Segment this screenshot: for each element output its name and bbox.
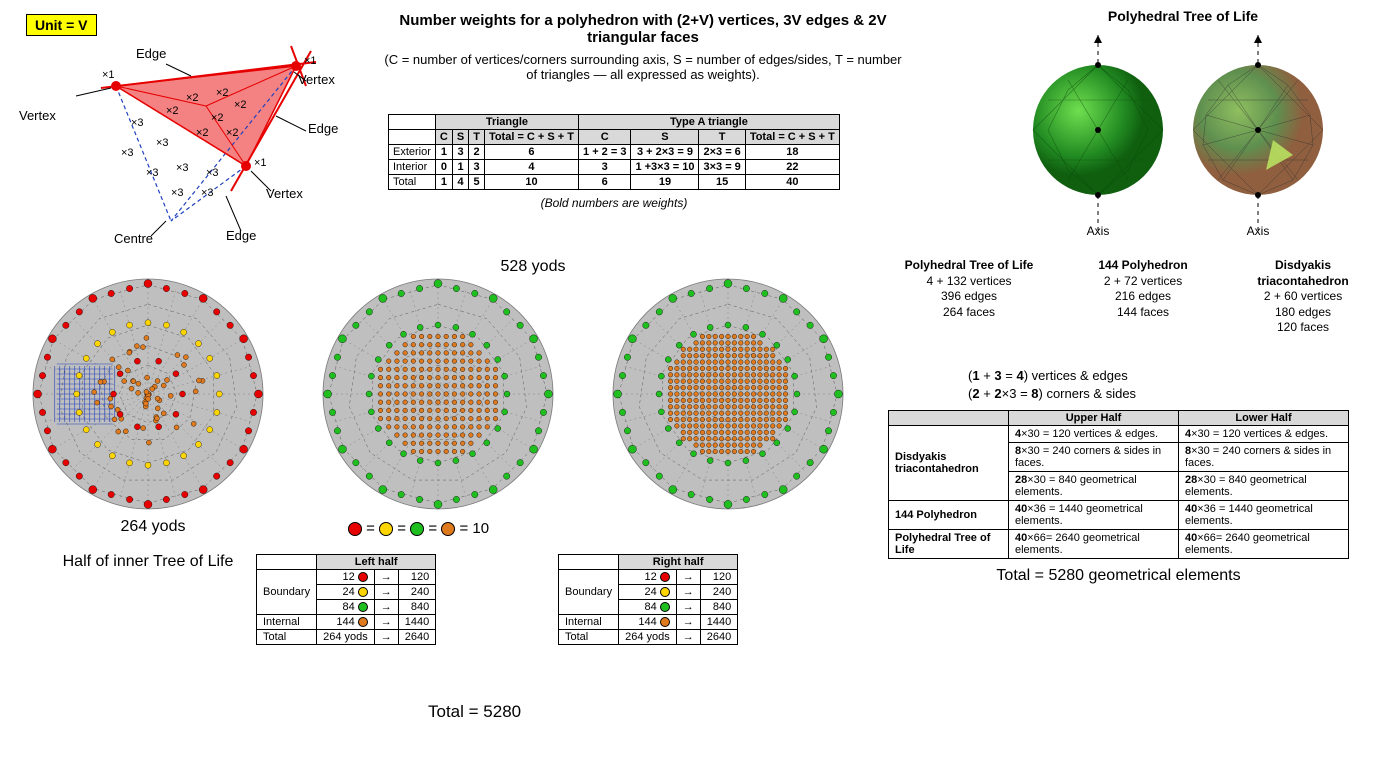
main-sub: (C = number of vertices/corners surround… — [378, 52, 908, 82]
dot-red — [348, 522, 362, 536]
svg-text:×3: ×3 — [176, 162, 189, 174]
yod-center-label: 528 yods — [448, 258, 618, 276]
right-table: Upper Half Lower Half Disdyakis triacont… — [888, 410, 1349, 559]
edge-label-3: Edge — [226, 228, 256, 243]
svg-text:×2: ×2 — [196, 127, 209, 139]
poly-stat-2: Disdyakis triacontahedron 2 + 60 vertice… — [1228, 258, 1378, 336]
left-half-table: Left half Boundary12 →120 24 →240 84 →84… — [256, 554, 436, 645]
svg-text:×2: ×2 — [166, 105, 179, 117]
svg-text:×3: ×3 — [121, 147, 134, 159]
vertex-label-3: Vertex — [266, 186, 303, 201]
main-title: Number weights for a polyhedron with (2+… — [378, 12, 908, 46]
weight-table-note: (Bold numbers are weights) — [388, 196, 840, 210]
right-total: Total = 5280 geometrical elements — [888, 567, 1349, 585]
formula1: (1 + 3 = 4) vertices & edges — [968, 368, 1128, 383]
edge-label-1: Edge — [136, 46, 166, 61]
yod-diagrams — [18, 264, 868, 524]
svg-text:×2: ×2 — [234, 99, 247, 111]
dot-yellow — [379, 522, 393, 536]
svg-text:Axis: Axis — [1087, 224, 1110, 238]
vertex-label-2: Vertex — [298, 72, 335, 87]
triangle-diagram: ×1 ×1 ×1 ×2 ×2 ×2 ×2 ×2 ×2 ×2 ×3 ×3 ×3 ×… — [16, 36, 356, 256]
svg-text:×3: ×3 — [171, 187, 184, 199]
svg-text:×3: ×3 — [201, 187, 214, 199]
right-half-table-wrap: Right half Boundary12 →120 24 →240 84 →8… — [558, 554, 738, 645]
dot-orange — [441, 522, 455, 536]
tree-header: Polyhedral Tree of Life — [1008, 8, 1358, 24]
svg-text:×3: ×3 — [146, 167, 159, 179]
legend: = = = = 10 — [348, 520, 489, 537]
right-half-table: Right half Boundary12 →120 24 →240 84 →8… — [558, 554, 738, 645]
yod-half-caption: Half of inner Tree of Life — [38, 553, 258, 571]
weight-table: Triangle Type A triangle C S T Total = C… — [388, 114, 840, 190]
svg-text:×2: ×2 — [226, 127, 239, 139]
svg-text:×2: ×2 — [216, 87, 229, 99]
svg-text:×3: ×3 — [156, 137, 169, 149]
dot-green — [410, 522, 424, 536]
svg-text:×1: ×1 — [102, 69, 115, 81]
formula2: (2 + 2×3 = 8) corners & sides — [968, 386, 1136, 401]
weight-table-wrap: Triangle Type A triangle C S T Total = C… — [388, 114, 840, 210]
tree-title: Polyhedral Tree of Life — [1008, 8, 1358, 24]
poly-stat-1: 144 Polyhedron 2 + 72 vertices 216 edges… — [1068, 258, 1218, 320]
polyhedra-figs: Axis Axis — [1018, 30, 1338, 230]
centre-label: Centre — [114, 231, 153, 246]
svg-text:×3: ×3 — [131, 117, 144, 129]
svg-text:×2: ×2 — [211, 112, 224, 124]
left-half-table-wrap: Left half Boundary12 →120 24 →240 84 →84… — [256, 554, 436, 645]
right-table-wrap: Upper Half Lower Half Disdyakis triacont… — [888, 410, 1349, 585]
title-block: Number weights for a polyhedron with (2+… — [378, 12, 908, 82]
svg-text:×1: ×1 — [254, 157, 267, 169]
svg-text:×1: ×1 — [304, 55, 317, 67]
bottom-total: Total = 5280 — [428, 702, 521, 722]
poly-stat-0: Polyhedral Tree of Life 4 + 132 vertices… — [894, 258, 1044, 320]
svg-text:Axis: Axis — [1247, 224, 1270, 238]
vertex-label-1: Vertex — [19, 108, 56, 123]
svg-text:×3: ×3 — [206, 167, 219, 179]
yod-left-label: 264 yods — [68, 518, 238, 536]
edge-label-2: Edge — [308, 121, 338, 136]
svg-text:×2: ×2 — [186, 92, 199, 104]
unit-box: Unit = V — [26, 14, 97, 36]
